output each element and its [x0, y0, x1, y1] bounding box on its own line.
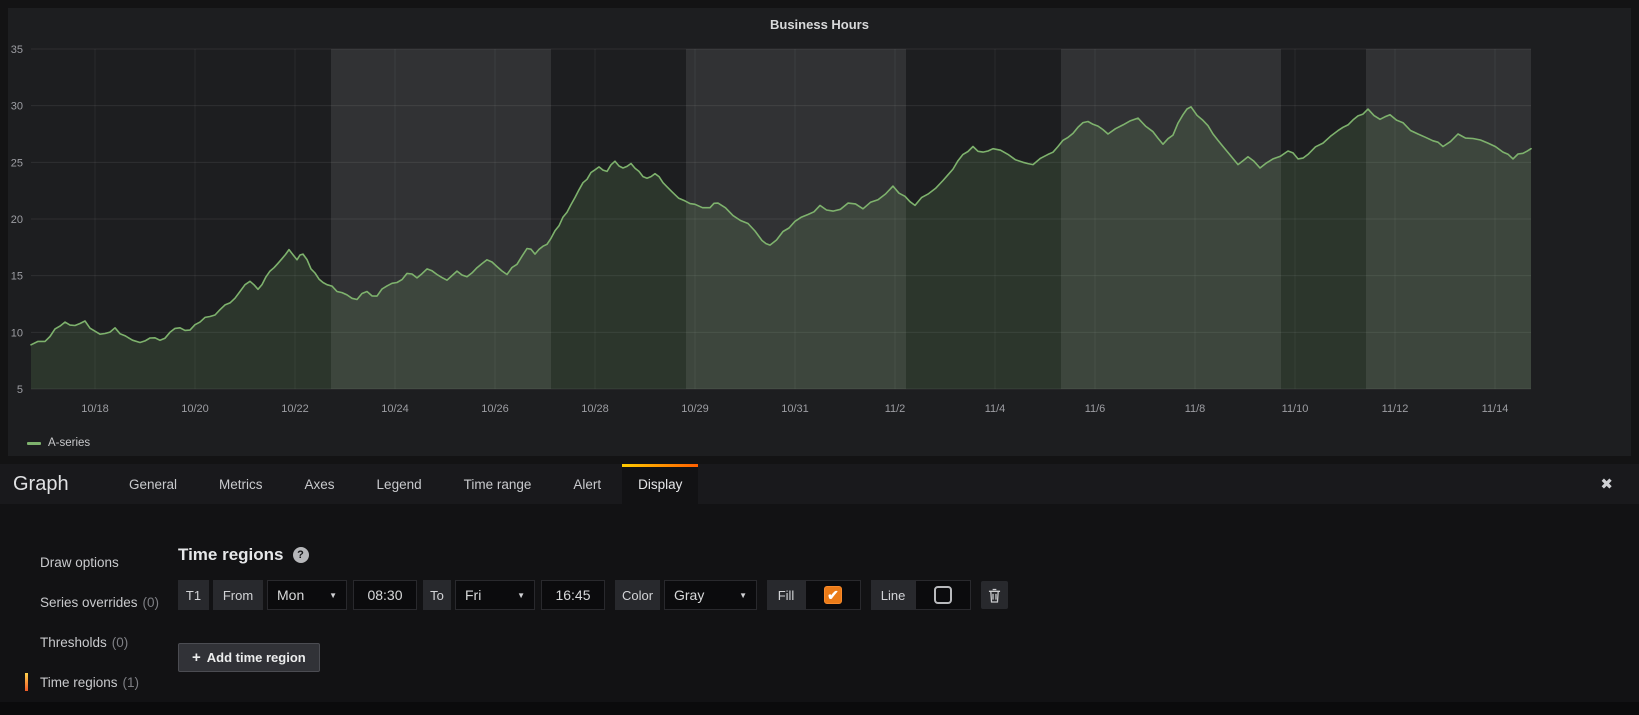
- svg-text:10: 10: [11, 327, 23, 339]
- tab-label: Display: [638, 476, 683, 492]
- line-checkbox-cell: [915, 580, 971, 610]
- bottom-strip: [0, 702, 1639, 715]
- tab-legend[interactable]: Legend: [356, 464, 443, 504]
- svg-text:15: 15: [11, 271, 23, 283]
- sidebar-item-series-overrides[interactable]: Series overrides (0): [25, 582, 159, 622]
- svg-text:11/2: 11/2: [885, 403, 906, 415]
- svg-text:11/12: 11/12: [1382, 403, 1409, 415]
- sidebar-item-label: Thresholds: [40, 634, 107, 650]
- svg-text:11/6: 11/6: [1085, 403, 1106, 415]
- svg-text:11/14: 11/14: [1482, 403, 1509, 415]
- svg-text:11/4: 11/4: [985, 403, 1006, 415]
- fill-checkbox[interactable]: ✔: [824, 586, 842, 604]
- tab-axes[interactable]: Axes: [284, 464, 356, 504]
- svg-text:25: 25: [11, 157, 23, 169]
- sidebar-item-label: Series overrides: [40, 594, 138, 610]
- add-time-region-button[interactable]: + Add time region: [178, 643, 320, 672]
- tab-label: Time range: [463, 476, 532, 492]
- legend-item-a-series[interactable]: A-series: [27, 437, 90, 449]
- from-day-value: Mon: [277, 587, 305, 603]
- svg-text:10/20: 10/20: [181, 403, 209, 415]
- graph-panel: 10/18 10/20 10/22 10/24 10/26 10/28 10/29 10/31…: [8, 8, 1631, 456]
- region-id-label: T1: [178, 580, 209, 610]
- time-regions-section: Time regions ? T1 From Mon ▼ 08:30 To Fr…: [153, 504, 1008, 702]
- svg-text:10/22: 10/22: [281, 403, 309, 415]
- tab-label: Axes: [304, 476, 335, 492]
- color-label: Color: [615, 580, 660, 610]
- tab-time-range[interactable]: Time range: [443, 464, 553, 504]
- time-series-chart[interactable]: 10/18 10/20 10/22 10/24 10/26 10/28 10/29 10/31…: [8, 8, 1631, 456]
- to-time-input[interactable]: 16:45: [541, 580, 605, 610]
- series-color-swatch: [27, 441, 41, 445]
- editor-body: Draw options Series overrides (0) Threshold…: [0, 504, 1639, 702]
- svg-text:20: 20: [11, 214, 23, 226]
- from-time-input[interactable]: 08:30: [353, 580, 417, 610]
- sidebar-item-thresholds[interactable]: Thresholds (0): [25, 622, 153, 662]
- panel-type-label: Graph: [13, 472, 69, 495]
- tab-label: Alert: [573, 476, 602, 492]
- active-indicator-bar: [25, 673, 28, 691]
- sidebar-item-count: (0): [142, 594, 160, 610]
- chevron-down-icon: ▼: [517, 590, 525, 600]
- fill-checkbox-cell: ✔: [805, 580, 861, 610]
- region-from-label: From: [213, 580, 263, 610]
- sidebar-item-label: Draw options: [40, 554, 119, 570]
- tab-label: General: [129, 476, 178, 492]
- chevron-down-icon: ▼: [329, 590, 337, 600]
- legend-label: A-series: [48, 437, 91, 449]
- time-region-row: T1 From Mon ▼ 08:30 To Fri ▼ 16:45 Color…: [178, 580, 1008, 610]
- sidebar-item-label: Time regions: [40, 674, 118, 690]
- svg-text:11/10: 11/10: [1282, 403, 1309, 415]
- sidebar-item-draw-options[interactable]: Draw options: [25, 542, 153, 582]
- svg-text:10/24: 10/24: [381, 403, 409, 415]
- svg-text:35: 35: [11, 44, 23, 56]
- trash-icon: [988, 588, 1001, 603]
- svg-text:10/31: 10/31: [781, 403, 809, 415]
- tab-label: Metrics: [219, 476, 263, 492]
- svg-text:10/26: 10/26: [481, 403, 509, 415]
- svg-text:10/28: 10/28: [581, 403, 609, 415]
- tab-display[interactable]: Display: [622, 464, 699, 504]
- fill-label: Fill: [767, 580, 805, 610]
- line-checkbox[interactable]: [934, 586, 952, 604]
- svg-text:10/29: 10/29: [681, 403, 709, 415]
- svg-text:30: 30: [11, 101, 23, 113]
- tab-label: Legend: [376, 476, 422, 492]
- sidebar-item-time-regions[interactable]: Time regions (1): [25, 662, 153, 702]
- color-value: Gray: [674, 587, 705, 603]
- tab-general[interactable]: General: [108, 464, 198, 504]
- check-icon: ✔: [827, 587, 839, 603]
- from-day-select[interactable]: Mon ▼: [267, 580, 347, 610]
- chevron-down-icon: ▼: [739, 590, 747, 600]
- sidebar-item-count: (1): [122, 674, 140, 690]
- svg-text:5: 5: [17, 384, 23, 396]
- plus-icon: +: [192, 649, 201, 666]
- region-to-label: To: [423, 580, 451, 610]
- tabs: General Metrics Axes Legend Time range Alert D…: [108, 464, 699, 504]
- line-label: Line: [871, 580, 915, 610]
- color-select[interactable]: Gray ▼: [664, 580, 757, 610]
- editor-tabbar: Graph General Metrics Axes Legend Time range…: [0, 464, 1639, 504]
- tab-metrics[interactable]: Metrics: [198, 464, 284, 504]
- panel-title[interactable]: Business Hours: [770, 17, 869, 32]
- to-day-select[interactable]: Fri ▼: [455, 580, 535, 610]
- svg-text:10/18: 10/18: [81, 403, 109, 415]
- to-day-value: Fri: [465, 587, 482, 603]
- delete-time-region-button[interactable]: [981, 581, 1008, 609]
- editor-sidebar: Draw options Series overrides (0) Threshold…: [0, 504, 159, 702]
- svg-text:11/8: 11/8: [1185, 403, 1206, 415]
- sidebar-item-count: (0): [111, 634, 129, 650]
- help-icon[interactable]: ?: [292, 547, 309, 563]
- section-title: Time regions: [178, 545, 284, 564]
- tab-alert[interactable]: Alert: [552, 464, 622, 504]
- close-icon[interactable]: ✖: [1600, 476, 1613, 493]
- add-time-region-label: Add time region: [206, 650, 306, 665]
